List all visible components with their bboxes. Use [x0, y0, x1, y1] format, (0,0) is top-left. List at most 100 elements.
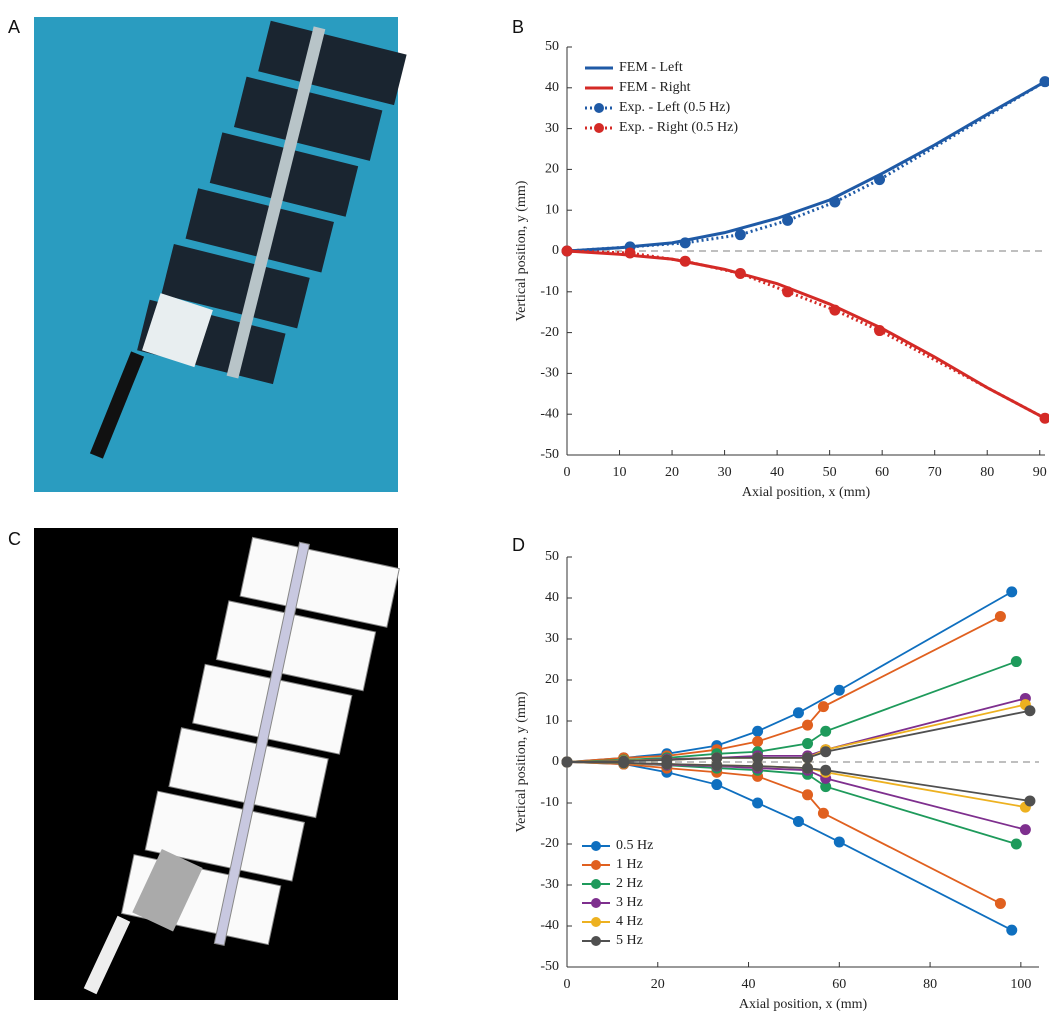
series-line — [566, 80, 1046, 253]
y-tick-label: 30 — [545, 631, 559, 646]
data-point — [711, 779, 723, 791]
legend-marker — [591, 860, 601, 870]
data-point — [1006, 586, 1018, 598]
y-tick-label: 50 — [545, 549, 559, 564]
series-line — [566, 249, 1046, 420]
data-point — [874, 325, 886, 337]
data-point — [820, 746, 832, 758]
y-tick-label: -20 — [540, 836, 559, 851]
photo-c — [34, 528, 400, 1000]
data-point — [1010, 838, 1022, 850]
y-tick-label: 10 — [545, 202, 559, 217]
data-point — [829, 196, 841, 208]
data-point — [829, 304, 841, 316]
data-point — [1024, 705, 1036, 717]
legend-label: 2 Hz — [616, 876, 643, 891]
data-point — [752, 752, 764, 764]
x-tick-label: 40 — [770, 465, 784, 480]
y-tick-label: 10 — [545, 713, 559, 728]
data-point — [802, 738, 814, 750]
x-tick-label: 70 — [928, 465, 942, 480]
data-point — [618, 757, 630, 769]
data-point — [817, 807, 829, 819]
data-point — [711, 759, 723, 771]
legend-label: 5 Hz — [616, 933, 643, 948]
y-tick-label: 30 — [545, 121, 559, 136]
y-tick-label: 0 — [552, 243, 559, 258]
legend-marker — [591, 898, 601, 908]
legend-label: FEM - Right — [619, 80, 691, 95]
x-tick-label: 40 — [742, 977, 756, 992]
x-tick-label: 80 — [923, 977, 937, 992]
data-point — [833, 684, 845, 696]
legend-marker — [591, 936, 601, 946]
data-point — [561, 245, 573, 257]
y-tick-label: 20 — [545, 162, 559, 177]
x-tick-label: 50 — [823, 465, 837, 480]
x-tick-label: 60 — [875, 465, 889, 480]
legend-marker — [591, 917, 601, 927]
x-tick-label: 90 — [1033, 465, 1047, 480]
data-point — [994, 897, 1006, 909]
data-point — [833, 836, 845, 848]
legend-label: 1 Hz — [616, 857, 643, 872]
data-point — [752, 760, 764, 772]
data-point — [802, 719, 814, 731]
data-point — [782, 214, 794, 226]
data-point — [792, 815, 804, 827]
legend-label: 3 Hz — [616, 895, 643, 910]
data-point — [1024, 795, 1036, 807]
y-tick-label: -30 — [540, 877, 559, 892]
data-point — [1039, 412, 1049, 424]
data-point — [817, 701, 829, 713]
data-point — [994, 610, 1006, 622]
legend-marker — [594, 103, 604, 113]
y-tick-label: 50 — [545, 39, 559, 54]
x-tick-label: 20 — [665, 465, 679, 480]
panel-label: B — [512, 17, 524, 37]
series-line — [566, 591, 1013, 763]
y-tick-label: -10 — [540, 795, 559, 810]
x-tick-label: 100 — [1010, 977, 1031, 992]
legend-label: 4 Hz — [616, 914, 643, 929]
panel-label: C — [8, 529, 21, 549]
data-point — [752, 797, 764, 809]
data-point — [661, 758, 673, 770]
y-axis-label: Vertical position, y (mm) — [514, 691, 529, 832]
data-point — [679, 237, 691, 249]
x-tick-label: 0 — [564, 465, 571, 480]
data-point — [802, 789, 814, 801]
y-axis-label: Vertical position, y (mm) — [514, 180, 529, 321]
x-axis-label: Axial position, x (mm) — [739, 997, 868, 1012]
data-point — [734, 267, 746, 279]
data-point — [679, 255, 691, 267]
panel-label: A — [8, 17, 20, 37]
legend-label: Exp. - Right (0.5 Hz) — [619, 120, 738, 135]
y-tick-label: 40 — [545, 590, 559, 605]
x-tick-label: 10 — [613, 465, 627, 480]
series-line — [566, 615, 1001, 763]
data-point — [734, 229, 746, 241]
data-point — [1006, 924, 1018, 936]
data-point — [752, 725, 764, 737]
y-tick-label: -40 — [540, 406, 559, 421]
data-point — [820, 781, 832, 793]
legend-label: Exp. - Left (0.5 Hz) — [619, 100, 731, 115]
data-point — [1039, 76, 1049, 88]
y-tick-label: 20 — [545, 672, 559, 687]
x-tick-label: 60 — [832, 977, 846, 992]
data-point — [1010, 656, 1022, 668]
series-line — [566, 660, 1017, 763]
data-point — [792, 707, 804, 719]
y-tick-label: -10 — [540, 284, 559, 299]
legend-marker — [591, 841, 601, 851]
legend-marker — [594, 123, 604, 133]
data-point — [820, 764, 832, 776]
x-tick-label: 20 — [651, 977, 665, 992]
y-tick-label: 0 — [552, 754, 559, 769]
x-tick-label: 80 — [980, 465, 994, 480]
data-point — [802, 752, 814, 764]
data-point — [874, 174, 886, 186]
series-line — [566, 761, 1026, 808]
